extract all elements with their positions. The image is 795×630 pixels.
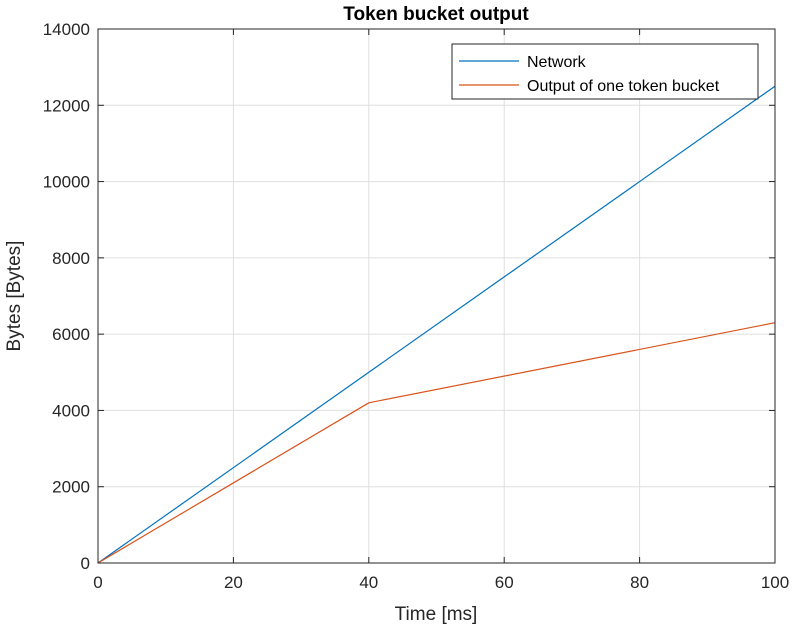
y-tick-label: 4000	[52, 401, 90, 420]
axis-ticks: 0 20 40 60 80 100 0 2000 4000 6000 8000 10000 12000 1…	[43, 20, 789, 592]
y-tick-label: 8000	[52, 249, 90, 268]
x-tick-label: 80	[630, 573, 649, 592]
x-tick-label: 40	[359, 573, 378, 592]
series-lines	[97, 85, 776, 564]
plot-frame	[97, 28, 776, 564]
y-tick-label: 2000	[52, 478, 90, 497]
y-tick-label: 12000	[43, 96, 90, 115]
x-tick-label: 20	[224, 573, 243, 592]
y-tick-label: 0	[81, 554, 90, 573]
y-tick-label: 10000	[43, 173, 90, 192]
plot-area	[98, 29, 775, 563]
x-axis-label: Time [ms]	[395, 604, 478, 625]
legend-box	[451, 43, 759, 100]
y-tick-label: 14000	[43, 20, 90, 39]
series-line-network	[97, 85, 776, 564]
y-axis-label: Bytes [Bytes]	[4, 241, 25, 352]
chart-title: Token bucket output	[343, 4, 529, 25]
series-line-token-bucket	[97, 322, 776, 564]
legend-label-network: Network	[527, 54, 587, 71]
legend-label-token-bucket: Output of one token bucket	[527, 78, 720, 95]
x-tick-label: 60	[495, 573, 514, 592]
legend: Network Output of one token bucket	[451, 43, 759, 100]
x-tick-label: 100	[761, 573, 789, 592]
x-tick-label: 0	[93, 573, 102, 592]
y-tick-label: 6000	[52, 325, 90, 344]
